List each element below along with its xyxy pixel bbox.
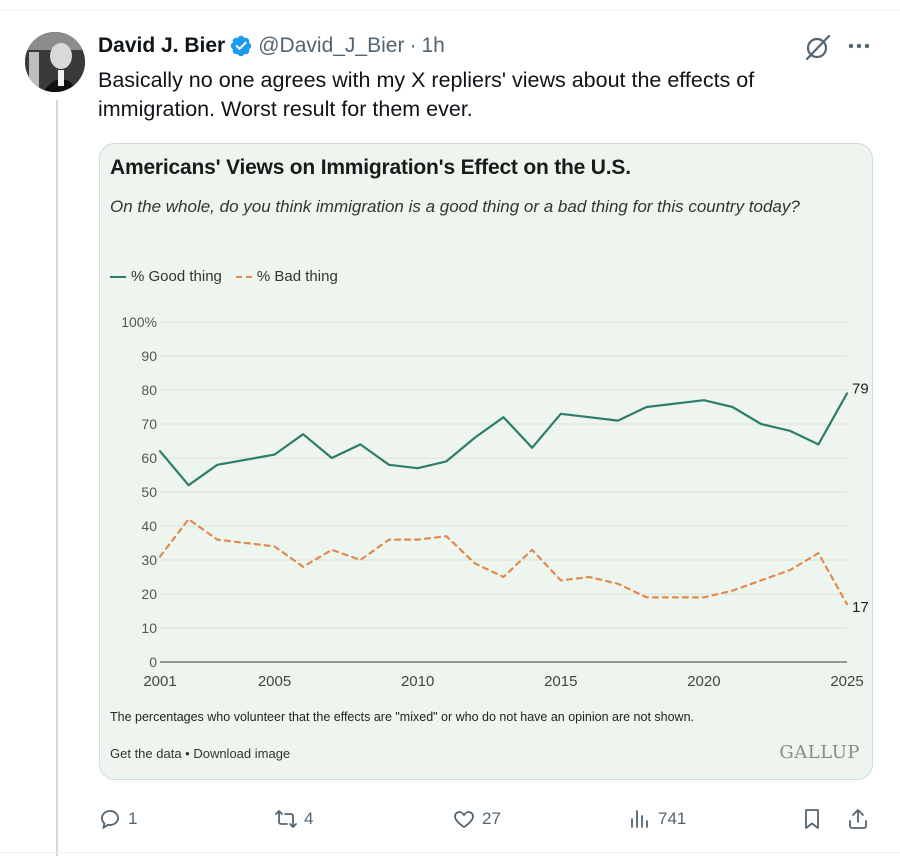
separator-dot: · — [409, 34, 417, 57]
legend-swatch-good — [110, 275, 126, 278]
reply-button[interactable]: 1 — [98, 804, 137, 834]
repost-count: 4 — [304, 809, 314, 828]
chart-title: Americans' Views on Immigration's Effect… — [110, 156, 631, 179]
chart-legend: % Good thing % Bad thing — [110, 268, 352, 285]
y-tick-label: 90 — [141, 348, 157, 364]
views-button[interactable]: 741 — [628, 804, 686, 834]
x-tick-label: 2025 — [830, 673, 863, 690]
x-tick-label: 2001 — [143, 673, 176, 690]
y-tick-label: 70 — [141, 416, 157, 432]
tweet-header: David J. Bier @David_J_Bier · 1h — [98, 33, 445, 59]
chart-subtitle: On the whole, do you think immigration i… — [110, 197, 800, 216]
avatar-photo-icon — [25, 32, 85, 92]
y-tick-label: 10 — [141, 620, 157, 636]
legend-item-bad: % Bad thing — [235, 268, 338, 285]
legend-label-bad: % Bad thing — [256, 268, 338, 285]
avatar[interactable] — [25, 32, 85, 92]
y-tick-label: 60 — [141, 450, 157, 466]
x-tick-label: 2010 — [401, 673, 434, 690]
end-label-good: 79 — [852, 380, 869, 397]
reply-count: 1 — [128, 809, 138, 828]
legend-swatch-bad — [235, 275, 252, 278]
x-tick-label: 2020 — [687, 673, 720, 690]
repost-button[interactable]: 4 — [274, 804, 313, 834]
x-tick-label: 2015 — [544, 673, 577, 690]
handle[interactable]: @David_J_Bier — [258, 34, 405, 57]
bottom-divider — [0, 852, 900, 853]
end-label-bad: 17 — [852, 599, 869, 616]
action-bar: 1 4 27 741 — [98, 804, 878, 834]
y-tick-label: 80 — [141, 382, 157, 398]
legend-item-good: % Good thing — [110, 268, 222, 285]
display-name[interactable]: David J. Bier — [98, 34, 226, 57]
bookmark-icon — [805, 809, 819, 829]
thread-line — [56, 100, 58, 856]
views-icon — [631, 810, 648, 828]
timestamp[interactable]: 1h — [421, 34, 445, 57]
verified-badge-icon[interactable] — [229, 34, 253, 58]
chart-card[interactable]: Americans' Views on Immigration's Effect… — [99, 143, 873, 780]
gallup-logo: GALLUP — [779, 742, 860, 763]
views-count: 741 — [658, 809, 687, 828]
like-count: 27 — [482, 809, 501, 828]
y-tick-label: 0 — [149, 654, 157, 670]
chart-footer-links[interactable]: Get the data • Download image — [110, 746, 291, 761]
y-tick-label: 20 — [141, 586, 157, 602]
grok-icon[interactable] — [803, 33, 833, 61]
tweet-text: Basically no one agrees with my X replie… — [98, 68, 755, 121]
reply-icon — [101, 810, 119, 830]
legend-label-good: % Good thing — [131, 268, 222, 285]
x-tick-label: 2005 — [258, 673, 291, 690]
y-tick-label: 40 — [141, 518, 157, 534]
more-icon[interactable] — [846, 33, 872, 59]
bookmark-button[interactable] — [800, 804, 830, 834]
share-button[interactable] — [846, 804, 876, 834]
repost-icon — [275, 810, 297, 828]
y-tick-label: 30 — [141, 552, 157, 568]
y-tick-label: 50 — [141, 484, 157, 500]
heart-icon — [454, 811, 474, 829]
series-line-bad — [158, 518, 849, 606]
y-tick-label: 100% — [121, 314, 157, 330]
top-divider — [0, 10, 900, 11]
chart-footnote: The percentages who volunteer that the e… — [110, 710, 695, 724]
series-line-good — [158, 392, 849, 487]
share-icon — [849, 809, 867, 829]
like-button[interactable]: 27 — [452, 804, 501, 834]
